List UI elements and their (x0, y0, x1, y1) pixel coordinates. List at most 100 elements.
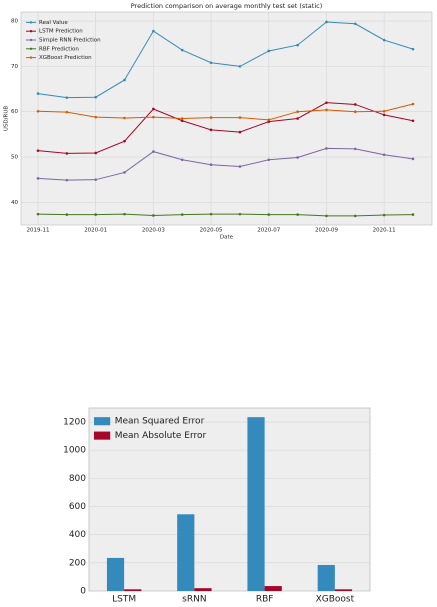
point (36, 177, 40, 180)
bar (334, 589, 353, 591)
y-tick-label: 1200 (63, 418, 86, 428)
point (123, 212, 126, 216)
point (411, 119, 415, 123)
x-tick-label: 2019-11 (27, 228, 50, 234)
point (152, 214, 155, 217)
x-tick-label: XGBoost (316, 595, 355, 605)
point (267, 158, 271, 162)
point (238, 212, 242, 216)
point (296, 156, 299, 159)
x-tick-label: 2020-05 (200, 228, 223, 234)
point (36, 109, 40, 113)
point (382, 38, 386, 42)
point (152, 115, 155, 119)
bar (247, 417, 265, 591)
bar (264, 586, 282, 591)
y-tick-label: 60 (11, 109, 18, 115)
series-line (37, 103, 414, 121)
legend-marker (29, 56, 33, 59)
point (123, 139, 126, 143)
point (94, 178, 97, 181)
point (411, 47, 415, 51)
legend-marker (29, 47, 33, 50)
legend-marker (29, 38, 33, 42)
point (296, 43, 299, 47)
y-tick-label: 800 (69, 474, 86, 484)
point (296, 117, 299, 120)
point (354, 110, 357, 114)
point (94, 115, 97, 119)
point (209, 128, 213, 132)
point (238, 130, 242, 134)
point (65, 96, 69, 99)
point (267, 120, 271, 123)
point (65, 213, 69, 216)
point (94, 95, 97, 99)
point (354, 214, 357, 218)
point (123, 171, 126, 174)
point (36, 92, 40, 95)
x-tick-label: LSTM (112, 595, 136, 605)
point (296, 213, 299, 216)
point (180, 117, 184, 120)
x-tick-label: 2020-07 (257, 228, 280, 234)
y-tick-label: 1000 (63, 446, 86, 456)
series-line (37, 21, 414, 99)
y-tick-label: 70 (11, 64, 18, 70)
legend-marker (29, 30, 33, 33)
chart-title: Prediction comparison on average monthly… (131, 2, 323, 10)
point (94, 213, 97, 216)
plot-area (88, 407, 371, 592)
x-tick-label: sRNN (182, 595, 206, 605)
point (209, 212, 213, 216)
y-tick-label: 40 (11, 200, 18, 206)
point (36, 149, 40, 152)
point (123, 116, 126, 120)
point (180, 48, 184, 52)
point (238, 116, 242, 119)
legend-label: RBF Prediction (39, 46, 79, 52)
point (325, 147, 328, 150)
legend-label: XGBoost Prediction (39, 55, 92, 61)
point (354, 147, 357, 151)
point (267, 118, 271, 122)
point (180, 119, 184, 123)
series-line (37, 102, 414, 154)
point (180, 213, 184, 216)
legend-label: Mean Absolute Error (115, 431, 207, 441)
point (382, 153, 386, 157)
y-tick-label: 600 (69, 502, 86, 512)
point (354, 22, 357, 26)
x-axis-label: Date (220, 235, 234, 241)
bar (317, 564, 335, 591)
point (65, 110, 69, 114)
bar (177, 514, 195, 591)
point (296, 110, 299, 114)
point (209, 116, 213, 119)
legend-swatch (94, 431, 111, 440)
point (382, 113, 386, 117)
point (180, 158, 184, 162)
series-line (37, 147, 414, 181)
x-tick-label: 2020-01 (84, 228, 107, 234)
x-tick-label: 2020-11 (373, 228, 396, 234)
point (382, 213, 386, 217)
bar (124, 589, 142, 591)
legend-label: Simple RNN Prediction (39, 38, 101, 44)
point (238, 65, 242, 68)
y-tick-label: 80 (11, 19, 18, 25)
y-tick-label: 0 (80, 587, 86, 597)
y-axis-label: USD/RUB (4, 106, 10, 131)
point (354, 103, 357, 106)
plot-area (20, 11, 433, 226)
point (411, 157, 415, 161)
point (267, 213, 271, 216)
point (325, 108, 328, 112)
point (65, 152, 69, 155)
x-tick-label: 2020-09 (315, 228, 338, 234)
point (209, 163, 213, 167)
legend-label: Real Value (39, 20, 68, 26)
point (325, 101, 328, 104)
legend-label: LSTM Prediction (39, 29, 83, 35)
